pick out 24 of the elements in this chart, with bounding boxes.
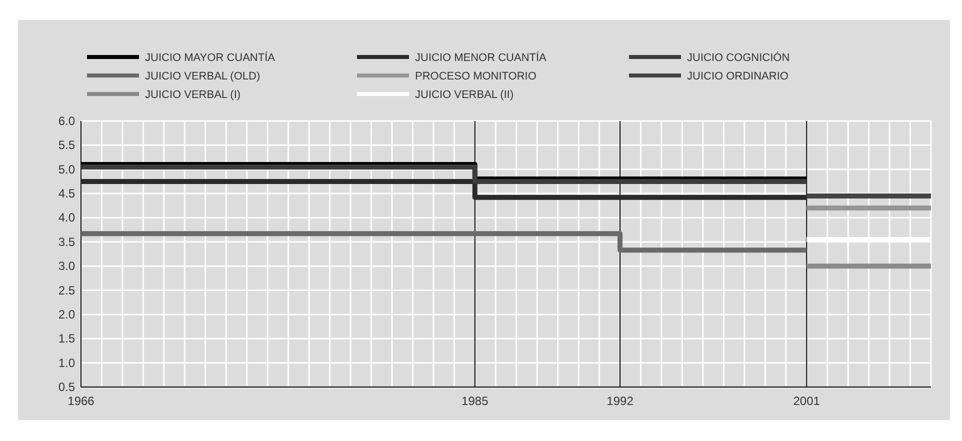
y-tick-label: 3.5 (58, 234, 76, 249)
legend-label: JUICIO MENOR CUANTÍA (415, 51, 548, 64)
x-tick-label: 1985 (462, 394, 489, 408)
legend-label: JUICIO MAYOR CUANTÍA (145, 51, 276, 64)
y-tick-label: 4.0 (58, 210, 76, 225)
y-tick-label: 5.0 (58, 162, 76, 176)
legend-label: JUICIO VERBAL (OLD) (145, 70, 260, 82)
legend-label: JUICIO ORDINARIO (687, 70, 789, 82)
legend-label: PROCESO MONITORIO (415, 70, 537, 82)
x-tick-label: 2001 (793, 394, 820, 408)
y-tick-label: 3.0 (58, 259, 76, 274)
y-tick-label: 2.5 (58, 283, 76, 298)
y-tick-label: 1.5 (58, 332, 76, 346)
y-tick-label: 4.5 (58, 186, 76, 201)
legend-label: JUICIO VERBAL (I) (145, 89, 241, 101)
y-tick-label: 5.5 (58, 138, 76, 152)
x-tick-label: 1966 (68, 394, 95, 408)
x-tick-label: 1992 (606, 394, 634, 408)
y-tick-label: 2.0 (58, 307, 76, 322)
y-tick-label: 1.0 (58, 356, 76, 370)
y-tick-label: 0.5 (58, 380, 76, 394)
y-tick-label: 6.0 (58, 114, 76, 128)
legend-label: JUICIO VERBAL (II) (415, 89, 514, 101)
legend-label: JUICIO COGNICIÓN (687, 51, 790, 64)
